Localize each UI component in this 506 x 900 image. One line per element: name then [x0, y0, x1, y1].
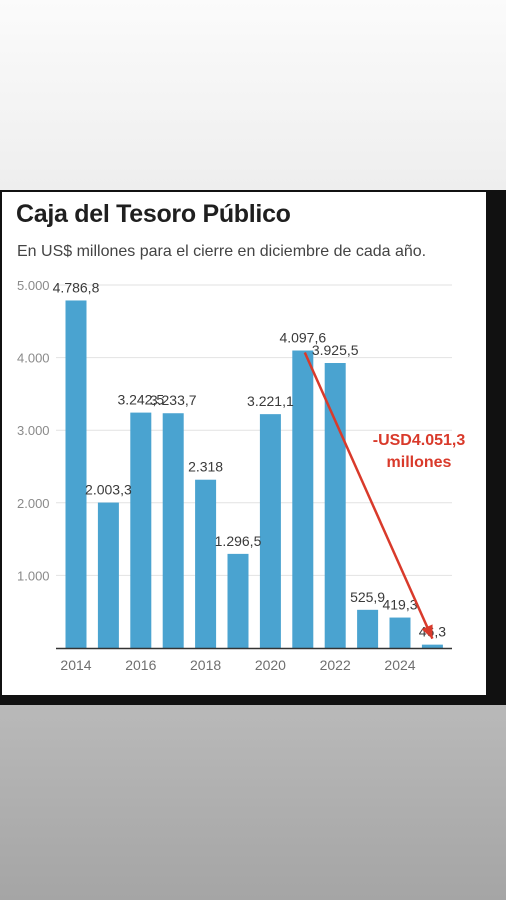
- y-tick-label: 4.000: [17, 351, 50, 366]
- y-tick-label: 3.000: [17, 423, 50, 438]
- bar: [195, 479, 217, 648]
- annotation-text: -USD4.051,3: [373, 432, 466, 449]
- bar: [162, 413, 184, 648]
- data-label: 419,3: [382, 597, 417, 613]
- bar: [292, 350, 314, 648]
- bar: [357, 609, 379, 648]
- bottom-background: [0, 705, 506, 900]
- y-tick-label: 5.000: [17, 278, 50, 293]
- x-tick-label: 2022: [320, 657, 351, 673]
- data-label: 3.925,5: [312, 342, 359, 358]
- bar: [421, 644, 443, 648]
- annotation-text: millones: [387, 454, 452, 471]
- x-tick-label: 2014: [60, 657, 91, 673]
- data-label: 3.242,5: [117, 392, 164, 408]
- top-background: [0, 0, 506, 190]
- data-label: 4.786,8: [53, 279, 100, 295]
- data-label: 4.097,6: [279, 330, 326, 346]
- bar: [389, 617, 411, 648]
- y-tick-label: 1.000: [17, 568, 50, 583]
- data-label: 2.003,3: [85, 482, 132, 498]
- bar: [259, 414, 281, 648]
- data-label: 1.296,5: [215, 533, 262, 549]
- x-tick-label: 2024: [384, 657, 415, 673]
- y-tick-label: 2.000: [17, 496, 50, 511]
- bar: [227, 553, 249, 648]
- x-tick-label: 2018: [190, 657, 221, 673]
- data-label: 525,9: [350, 589, 385, 605]
- bar: [97, 502, 119, 648]
- data-label: 3.221,1: [247, 393, 294, 409]
- bar: [130, 412, 152, 648]
- data-label: 3.233,7: [150, 392, 197, 408]
- x-tick-label: 2016: [125, 657, 156, 673]
- bar: [65, 300, 87, 648]
- annotation-arrowhead: [421, 624, 433, 639]
- chart-subtitle: En US$ millones para el cierre en diciem…: [17, 243, 427, 260]
- annotation-arrow-line: [303, 352, 434, 640]
- data-label: 2.318: [188, 459, 223, 475]
- chart-title: Caja del Tesoro Público: [16, 200, 291, 228]
- x-tick-label: 2020: [255, 657, 286, 673]
